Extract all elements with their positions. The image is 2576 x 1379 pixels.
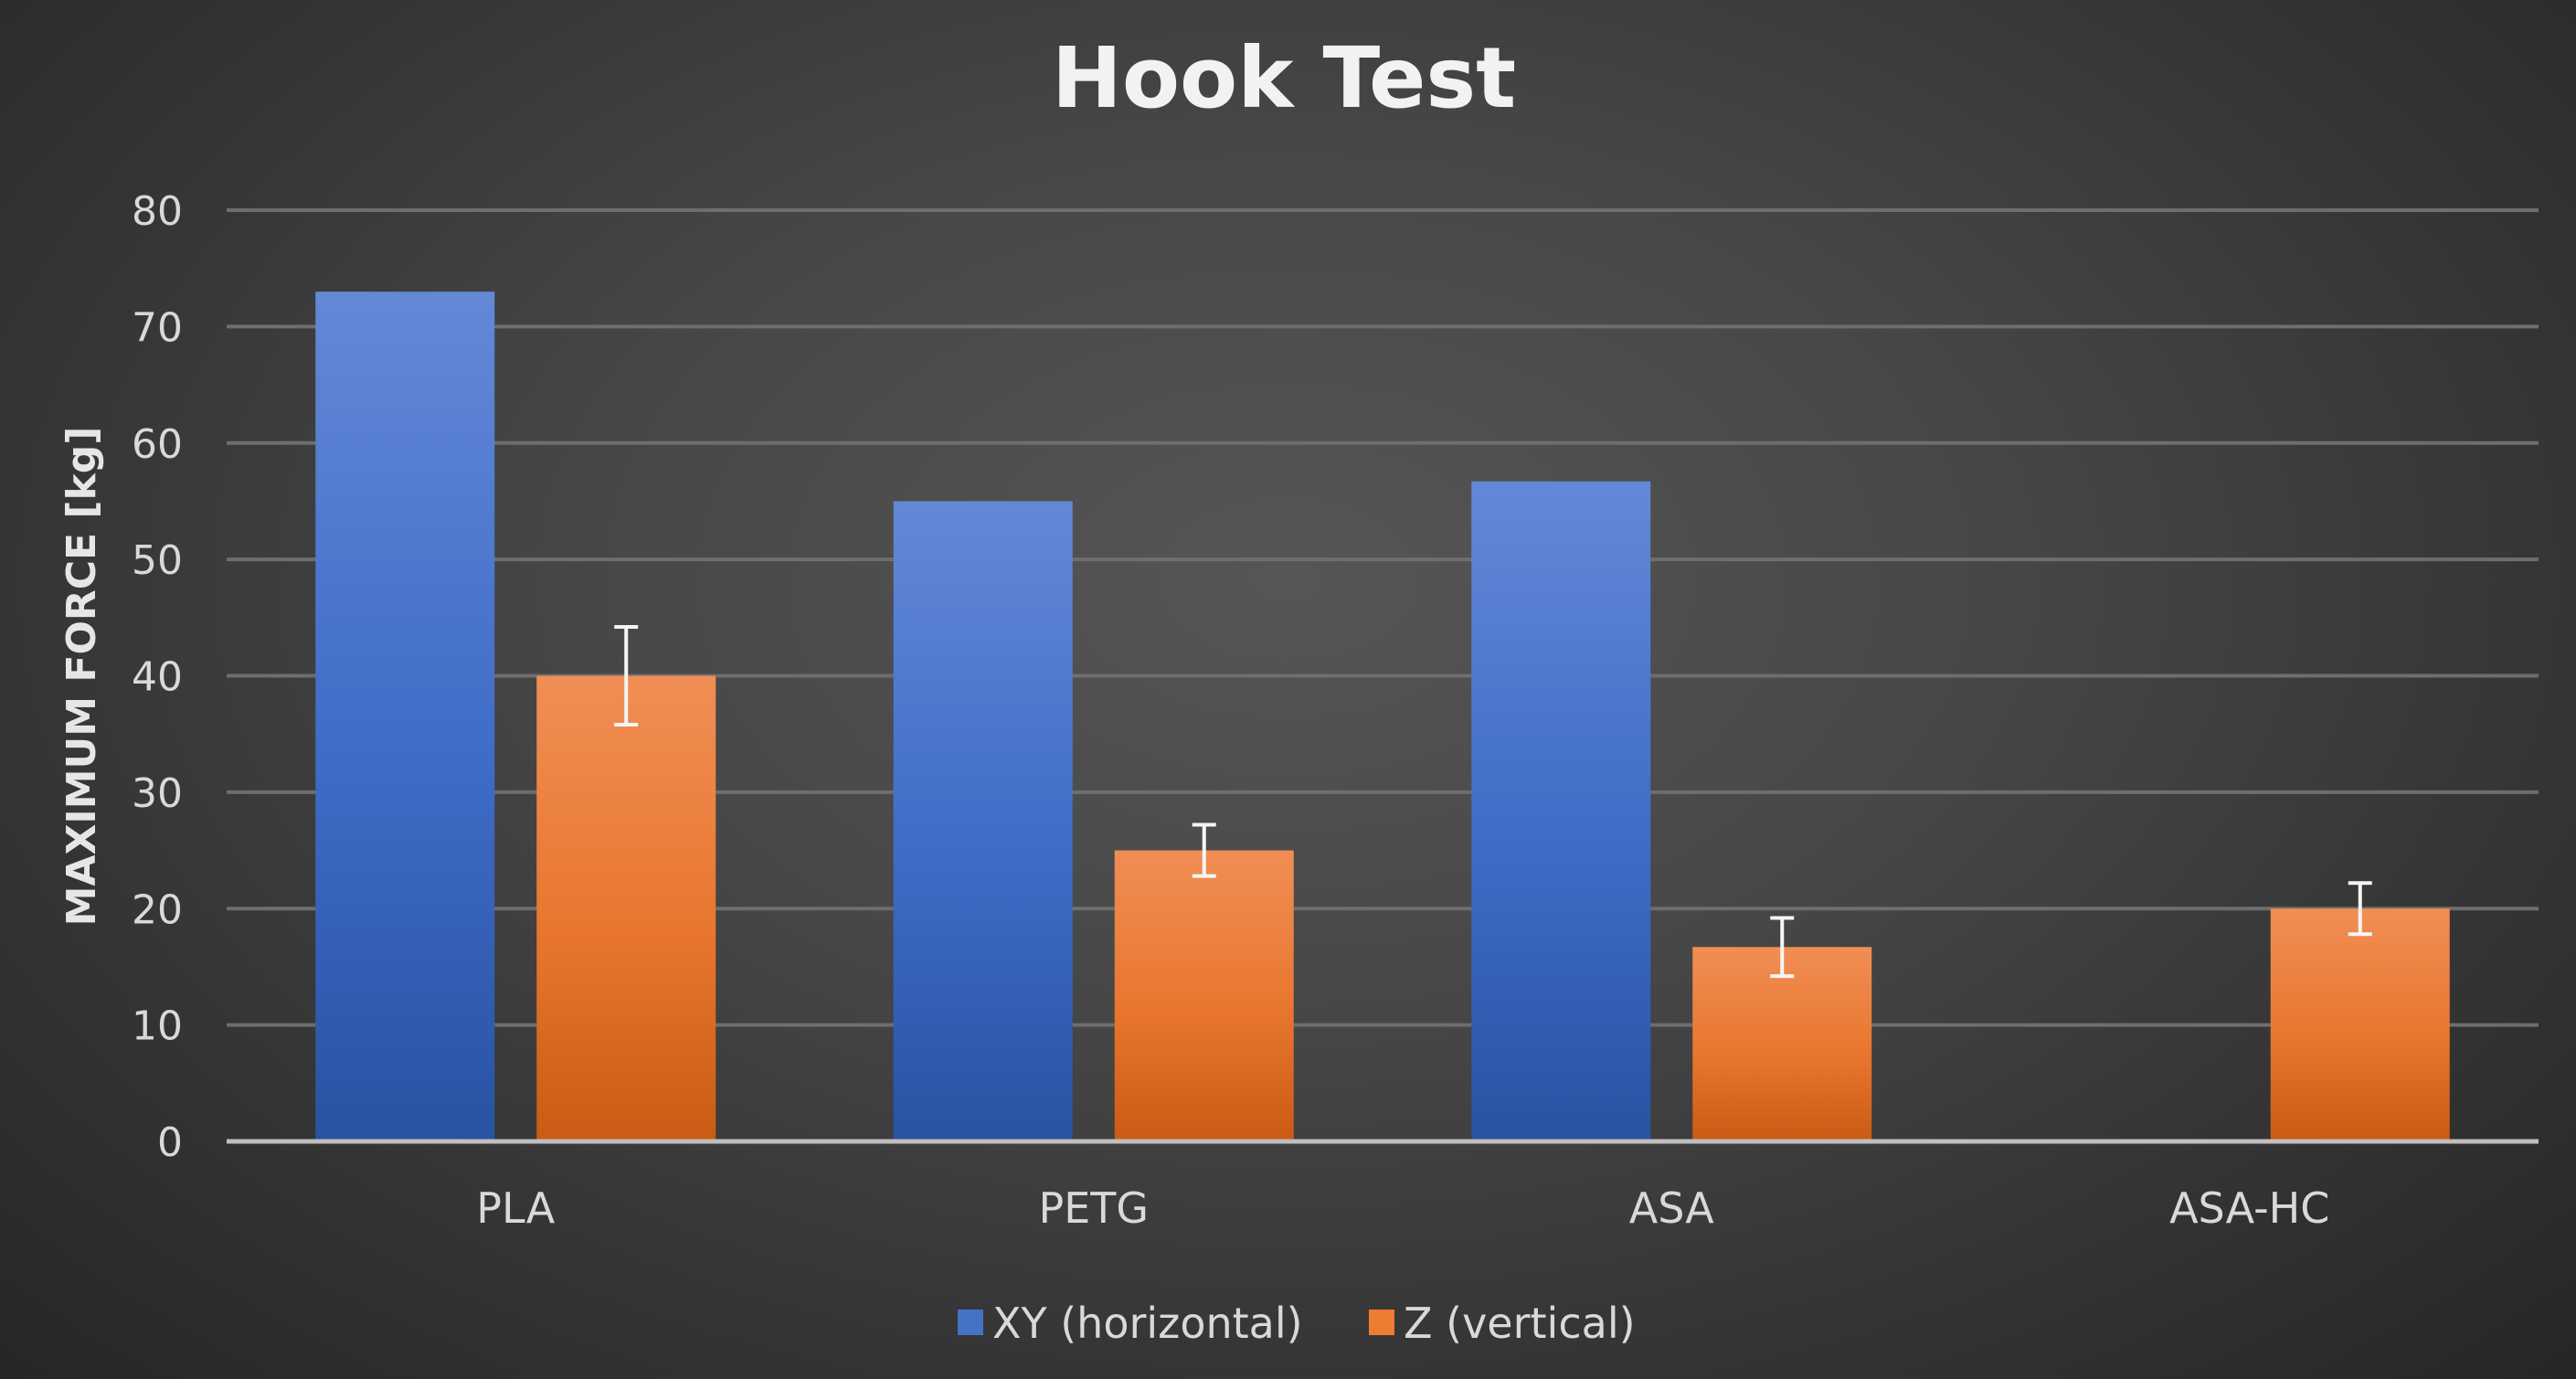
y-tick-label: 60: [132, 421, 183, 468]
y-tick-label: 10: [132, 1003, 183, 1050]
bar-asa-xy: [1471, 481, 1651, 1141]
error-bars: [614, 625, 2372, 979]
error-bar-asa-hc: [2348, 881, 2372, 937]
legend-swatch: [1369, 1310, 1394, 1335]
error-bar-petg: [1192, 822, 1216, 878]
legend-item-z: Z (vertical): [1369, 1299, 1636, 1348]
y-axis-label: MAXIMUM FORCE [kg]: [58, 427, 105, 927]
chart-title: Hook Test: [1052, 29, 1516, 127]
y-tick-label: 0: [157, 1119, 183, 1166]
legend-label: XY (horizontal): [992, 1299, 1303, 1348]
x-axis-categories: PLA PETG ASA ASA-HC: [476, 1183, 2329, 1233]
y-tick-label: 70: [132, 304, 183, 351]
bar-asa-z: [1692, 947, 1872, 1141]
legend-swatch: [958, 1310, 983, 1335]
y-tick-label: 50: [132, 537, 183, 584]
y-axis-ticks: 0 10 20 30 40 50 60 70 80: [132, 188, 183, 1166]
error-bar-asa: [1770, 916, 1795, 979]
bar-pla-xy: [315, 292, 495, 1142]
x-tick-label: ASA: [1629, 1183, 1715, 1233]
y-tick-label: 40: [132, 654, 183, 701]
error-bar-pla: [614, 625, 639, 727]
bar-pla-z: [536, 675, 716, 1141]
bar-petg-z: [1114, 850, 1294, 1141]
bars: [315, 292, 2450, 1142]
y-tick-label: 30: [132, 770, 183, 817]
bar-petg-xy: [893, 501, 1073, 1141]
y-tick-label: 20: [132, 886, 183, 933]
y-tick-label: 80: [132, 188, 183, 235]
bar-asa-hc-z: [2270, 908, 2450, 1141]
legend-item-xy: XY (horizontal): [958, 1299, 1303, 1348]
legend: XY (horizontal) Z (vertical): [958, 1299, 1636, 1348]
x-tick-label: PLA: [476, 1183, 555, 1233]
x-tick-label: ASA-HC: [2169, 1183, 2329, 1233]
x-tick-label: PETG: [1038, 1183, 1149, 1233]
legend-label: Z (vertical): [1404, 1299, 1636, 1348]
